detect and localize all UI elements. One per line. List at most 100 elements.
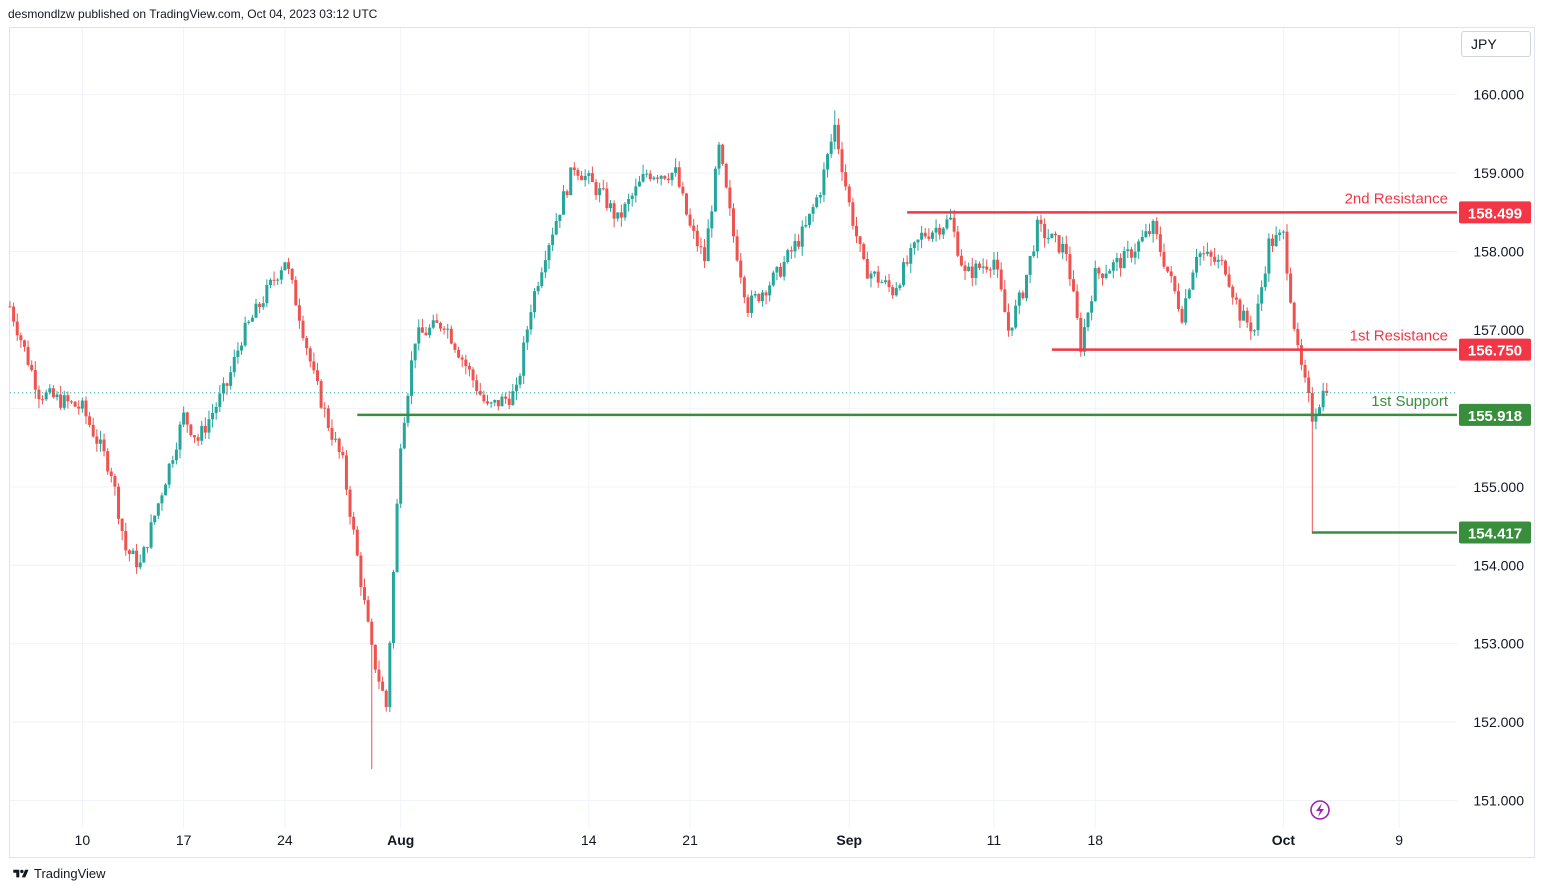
candle-body bbox=[315, 370, 319, 382]
candle-body bbox=[1325, 390, 1329, 394]
candle-body bbox=[836, 124, 840, 150]
candle-body bbox=[974, 263, 978, 278]
candle-body bbox=[1187, 289, 1191, 299]
candle-body bbox=[399, 448, 403, 504]
candle-body bbox=[587, 173, 591, 176]
candle-body bbox=[695, 230, 699, 247]
candle-body bbox=[240, 345, 244, 351]
candle-body bbox=[1205, 251, 1209, 254]
candle-body bbox=[62, 395, 66, 408]
candle-body bbox=[1100, 273, 1104, 278]
candle-body bbox=[283, 262, 287, 271]
candle-body bbox=[1220, 259, 1224, 261]
candle-body bbox=[930, 232, 934, 239]
candle-body bbox=[410, 360, 414, 396]
candle-body bbox=[381, 681, 385, 691]
candle-body bbox=[637, 181, 641, 187]
candle-body bbox=[1176, 291, 1180, 310]
candle-body bbox=[923, 232, 927, 237]
candle-body bbox=[496, 400, 500, 407]
candle-body bbox=[73, 401, 77, 407]
candle-body bbox=[1046, 238, 1050, 240]
support-price-tag bbox=[1459, 521, 1531, 544]
candle-body bbox=[1195, 256, 1199, 273]
candle-body bbox=[887, 280, 891, 288]
candle-body bbox=[308, 348, 312, 362]
x-tick-label: 24 bbox=[277, 832, 293, 848]
candle-body bbox=[1025, 274, 1029, 299]
candle-body bbox=[949, 217, 953, 220]
candle-body bbox=[305, 338, 309, 349]
candle-body bbox=[1227, 274, 1231, 287]
candle-body bbox=[891, 287, 895, 296]
candle-body bbox=[869, 273, 873, 279]
candle-body bbox=[1303, 364, 1307, 378]
candle-body bbox=[359, 555, 363, 588]
candle-body bbox=[967, 266, 971, 271]
candle-body bbox=[1267, 238, 1271, 274]
candle-body bbox=[113, 476, 117, 487]
y-tick-label: 153.000 bbox=[1473, 636, 1524, 652]
candle-body bbox=[902, 262, 906, 286]
x-tick-label: Aug bbox=[387, 832, 414, 848]
candle-body bbox=[1271, 238, 1275, 247]
candle-body bbox=[985, 266, 989, 270]
candle-body bbox=[1263, 273, 1267, 288]
candle-body bbox=[511, 391, 515, 405]
candle-body bbox=[811, 207, 815, 214]
candle-body bbox=[1292, 302, 1296, 329]
candle-body bbox=[652, 177, 656, 180]
candle-body bbox=[873, 271, 877, 274]
candle-body bbox=[659, 175, 663, 179]
candle-body bbox=[1231, 286, 1235, 298]
candle-body bbox=[674, 167, 678, 173]
candle-body bbox=[540, 272, 544, 287]
candle-body bbox=[413, 343, 417, 361]
candle-body bbox=[732, 208, 735, 237]
candle-body bbox=[55, 394, 59, 398]
candle-body bbox=[167, 463, 171, 485]
candle-body bbox=[22, 340, 26, 347]
publisher-caption: desmondlzw published on TradingView.com,… bbox=[8, 7, 378, 21]
candle-body bbox=[33, 370, 37, 390]
candle-body bbox=[525, 329, 529, 343]
candle-body bbox=[576, 169, 580, 176]
candle-body bbox=[1249, 322, 1253, 332]
candle-body bbox=[384, 690, 388, 708]
candle-body bbox=[225, 383, 229, 386]
candle-body bbox=[533, 291, 537, 313]
candle-body bbox=[453, 343, 457, 350]
candle-body bbox=[883, 280, 887, 283]
candle-body bbox=[91, 424, 95, 437]
candle-body bbox=[171, 460, 175, 464]
candle-body bbox=[551, 234, 555, 246]
candle-body bbox=[66, 395, 70, 402]
tradingview-brand[interactable]: TradingView bbox=[12, 866, 106, 881]
candle-body bbox=[713, 168, 717, 212]
candle-body bbox=[370, 621, 374, 645]
candle-body bbox=[1053, 233, 1057, 236]
candle-body bbox=[1032, 251, 1036, 256]
candle-body bbox=[1242, 310, 1246, 321]
candle-body bbox=[912, 242, 916, 249]
candle-body bbox=[1216, 259, 1220, 262]
candle-body bbox=[1198, 253, 1202, 257]
currency-selector[interactable]: JPY bbox=[1461, 31, 1531, 57]
candle-body bbox=[424, 332, 428, 336]
candle-body bbox=[1318, 407, 1322, 416]
candle-body bbox=[352, 516, 356, 530]
candle-body bbox=[250, 317, 254, 322]
candle-body bbox=[518, 375, 522, 385]
resistance-price-tag bbox=[1459, 201, 1531, 224]
candle-body bbox=[145, 547, 149, 549]
candle-body bbox=[750, 295, 754, 313]
candle-body bbox=[185, 412, 189, 425]
candle-body bbox=[272, 279, 276, 281]
candle-body bbox=[8, 306, 12, 308]
candle-body bbox=[1144, 231, 1148, 237]
y-tick-label: 151.000 bbox=[1473, 793, 1524, 809]
candle-body bbox=[786, 250, 790, 262]
candle-body bbox=[956, 231, 960, 256]
candle-body bbox=[1129, 249, 1133, 258]
